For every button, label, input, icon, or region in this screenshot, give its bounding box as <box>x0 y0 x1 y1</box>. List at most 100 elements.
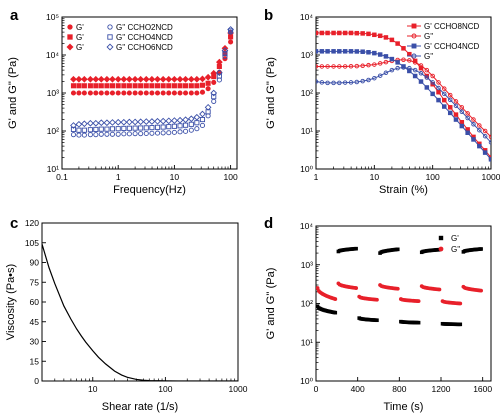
data-point <box>143 90 149 96</box>
y-tick-label: 10⁰ <box>300 376 313 386</box>
data-point <box>407 65 412 71</box>
data-point <box>395 41 400 46</box>
data-point <box>395 60 400 65</box>
data-point <box>221 47 229 55</box>
data-point <box>171 123 177 129</box>
series-1 <box>316 57 491 140</box>
data-point <box>337 64 342 69</box>
data-point <box>81 127 87 133</box>
data-point <box>342 64 348 69</box>
data-point <box>154 90 161 96</box>
y-tick-label: 60 <box>30 297 40 307</box>
data-point <box>348 30 354 36</box>
legend-marker <box>107 34 113 40</box>
data-point <box>160 83 166 89</box>
y-tick-label: 10³ <box>301 260 313 270</box>
data-point <box>183 90 189 96</box>
x-tick-label: 0.1 <box>56 172 68 182</box>
data-point <box>199 75 206 83</box>
data-point <box>395 247 400 252</box>
x-tick-label: 1000 <box>482 172 500 182</box>
legend-label: G'' <box>424 32 434 41</box>
data-point <box>98 83 104 89</box>
data-point <box>166 90 172 96</box>
data-point <box>348 80 354 85</box>
data-point <box>418 79 424 84</box>
data-point <box>93 126 99 132</box>
x-tick-label: 100 <box>224 172 238 182</box>
data-point <box>395 65 400 71</box>
data-point <box>75 75 83 83</box>
data-point <box>354 30 360 36</box>
x-axis-label: Time (s) <box>384 401 424 413</box>
data-point <box>115 131 121 137</box>
series-3 <box>70 29 234 138</box>
data-point <box>465 115 470 121</box>
data-point <box>70 90 77 96</box>
data-point <box>436 85 441 91</box>
data-point <box>458 301 463 306</box>
data-point <box>331 80 336 86</box>
panel-label: c <box>10 215 18 232</box>
data-point <box>412 73 418 79</box>
data-point <box>372 75 377 81</box>
data-point <box>75 120 83 128</box>
data-point <box>407 68 412 74</box>
data-point <box>319 30 325 36</box>
data-point <box>354 286 359 290</box>
data-point <box>87 127 93 133</box>
data-point <box>375 297 379 302</box>
data-point <box>138 90 144 96</box>
x-tick-label: 10 <box>170 172 180 182</box>
data-point <box>81 132 87 138</box>
data-point <box>401 46 406 51</box>
x-axis-label: Shear rate (1/s) <box>102 401 178 413</box>
data-point <box>159 117 167 125</box>
data-point <box>418 65 424 71</box>
data-point <box>109 90 115 96</box>
data-point <box>216 73 222 79</box>
data-point <box>471 117 476 122</box>
panel-label: d <box>264 215 273 232</box>
legend-label: G'' CCHO2NCD <box>116 23 173 32</box>
data-point <box>70 122 77 129</box>
data-point <box>183 128 189 134</box>
panel-d: d 0 400 800 1200 1600 10⁰ 10¹ 10² 10³ 10⁴ Time (s) G… <box>264 215 492 413</box>
data-point <box>204 73 212 81</box>
data-point <box>342 80 348 85</box>
data-point <box>126 131 132 137</box>
data-point <box>199 110 206 118</box>
data-point <box>182 116 189 124</box>
legend-marker <box>411 23 417 29</box>
data-point <box>204 103 212 111</box>
data-point <box>104 126 110 132</box>
data-point <box>87 90 93 96</box>
segment <box>440 321 463 327</box>
data-point <box>194 120 200 126</box>
data-point <box>87 119 94 127</box>
data-point <box>210 69 218 77</box>
data-point <box>372 32 377 38</box>
data-point <box>142 75 150 83</box>
data-point <box>103 75 111 83</box>
data-point <box>87 83 93 89</box>
data-point <box>479 288 484 293</box>
data-point <box>383 59 389 65</box>
data-point <box>154 83 161 89</box>
panel-label: b <box>264 7 273 24</box>
segment <box>336 281 359 290</box>
series-line <box>316 66 491 143</box>
data-point <box>132 131 138 137</box>
data-point <box>418 63 424 68</box>
x-tick-label: 1600 <box>473 384 492 394</box>
y-tick-label: 10² <box>301 299 313 309</box>
data-point <box>98 126 104 132</box>
data-point <box>160 90 166 96</box>
data-point <box>166 130 172 136</box>
legend-marker <box>411 33 417 39</box>
data-point <box>383 70 389 76</box>
legend-label: G' CCHO4NCD <box>424 42 480 51</box>
data-point <box>171 83 177 89</box>
x-tick-label: 1 <box>116 172 121 182</box>
